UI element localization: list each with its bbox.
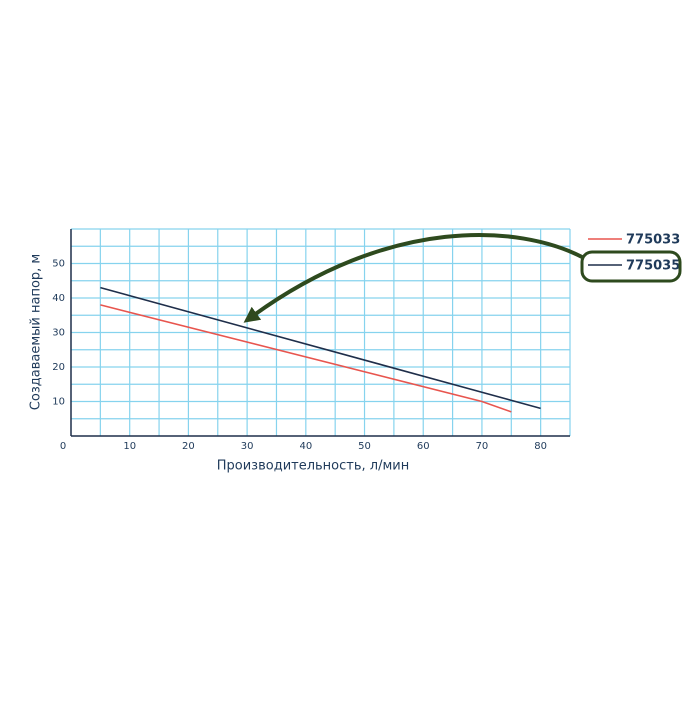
x-tick-label: 20 [182, 441, 195, 452]
x-tick-label: 80 [534, 441, 547, 452]
y-tick-label: 50 [52, 259, 65, 270]
series-line [100, 304, 512, 413]
x-tick-label: 30 [241, 441, 254, 452]
x-tick-label: 50 [358, 441, 371, 452]
series-line [100, 286, 541, 410]
arrow [243, 232, 583, 323]
x-tick-label: 40 [299, 441, 312, 452]
x-tick-label: 0 [60, 441, 66, 452]
x-tick-label: 70 [476, 441, 489, 452]
legend-label: 775033 [626, 233, 680, 248]
x-axis-label: Производительность, л/мин [217, 459, 409, 474]
legend-label: 775035 [626, 259, 680, 274]
highlight-box [580, 250, 682, 283]
x-tick-label: 10 [123, 441, 136, 452]
x-tick-label: 60 [417, 441, 430, 452]
y-tick-label: 10 [52, 397, 65, 408]
y-tick-label: 30 [52, 328, 65, 339]
y-tick-label: 40 [52, 293, 65, 304]
y-axis-label: Создаваемый напор, м [29, 254, 44, 410]
y-tick-label: 20 [52, 362, 65, 373]
